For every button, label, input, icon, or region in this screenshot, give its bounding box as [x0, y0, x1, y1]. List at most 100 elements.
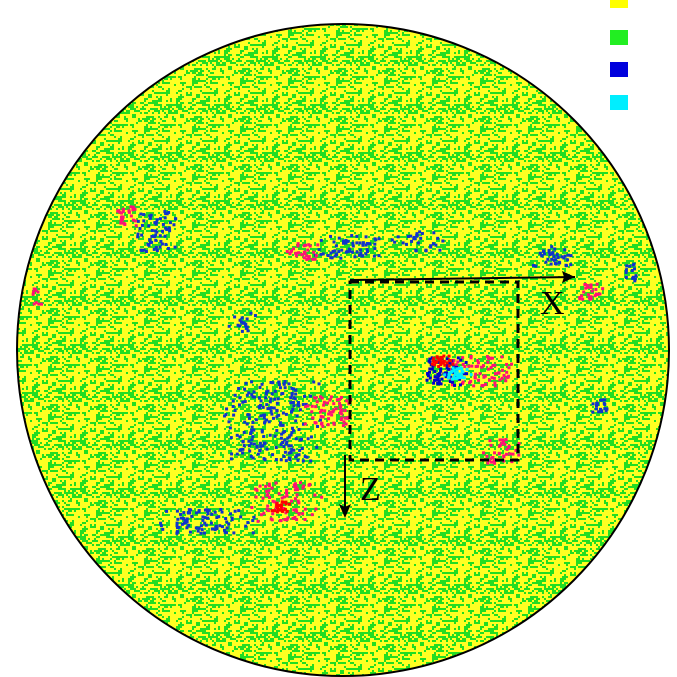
patch-pixel	[488, 379, 491, 382]
patch-pixel	[374, 238, 377, 241]
patch-pixel	[135, 224, 138, 227]
patch-pixel	[486, 361, 489, 364]
patch-pixel	[566, 258, 569, 261]
patch-pixel	[280, 433, 283, 436]
patch-pixel	[431, 363, 434, 366]
patch-pixel	[251, 435, 254, 438]
patch-pixel	[225, 407, 228, 410]
patch-pixel	[318, 248, 321, 251]
patch-pixel	[245, 327, 248, 330]
patch-pixel	[267, 509, 270, 512]
patch-pixel	[236, 434, 239, 437]
patch-pixel	[234, 394, 237, 397]
patch-pixel	[410, 240, 413, 243]
patch-pixel	[261, 383, 264, 386]
patch-pixel	[320, 253, 323, 256]
legend-swatch	[610, 30, 628, 45]
patch-pixel	[257, 520, 260, 523]
patch-pixel	[320, 496, 323, 499]
patch-pixel	[309, 459, 312, 462]
patch-pixel	[419, 237, 422, 240]
patch-pixel	[304, 518, 307, 521]
patch-pixel	[558, 261, 561, 264]
patch-pixel	[540, 254, 543, 257]
patch-pixel	[219, 508, 222, 511]
patch-pixel	[458, 367, 461, 370]
patch-pixel	[551, 251, 554, 254]
patch-pixel	[282, 412, 285, 415]
patch-pixel	[304, 508, 307, 511]
patch-pixel	[311, 513, 314, 516]
patch-pixel	[302, 459, 305, 462]
patch-pixel	[338, 398, 341, 401]
patch-pixel	[494, 372, 497, 375]
patch-pixel	[241, 316, 244, 319]
patch-pixel	[494, 384, 497, 387]
patch-pixel	[359, 241, 362, 244]
patch-pixel	[155, 221, 158, 224]
patch-pixel	[345, 251, 348, 254]
patch-pixel	[195, 511, 198, 514]
patch-pixel	[373, 243, 376, 246]
patch-pixel	[267, 390, 270, 393]
patch-pixel	[255, 496, 258, 499]
patch-pixel	[591, 411, 594, 414]
patch-pixel	[221, 511, 224, 514]
patch-pixel	[290, 249, 293, 252]
patch-pixel	[546, 258, 549, 261]
patch-pixel	[210, 522, 213, 525]
patch-pixel	[232, 405, 235, 408]
patch-pixel	[330, 395, 333, 398]
patch-pixel	[351, 242, 354, 245]
patch-pixel	[201, 515, 204, 518]
patch-pixel	[461, 356, 464, 359]
patch-pixel	[472, 384, 475, 387]
patch-pixel	[507, 366, 510, 369]
patch-pixel	[275, 446, 278, 449]
patch-pixel	[265, 418, 268, 421]
patch-pixel	[292, 404, 295, 407]
patch-pixel	[416, 234, 419, 237]
patch-pixel	[429, 246, 432, 249]
patch-pixel	[273, 406, 276, 409]
patch-pixel	[286, 250, 289, 253]
patch-pixel	[164, 216, 167, 219]
patch-pixel	[248, 444, 251, 447]
patch-pixel	[271, 392, 274, 395]
patch-pixel	[562, 257, 565, 260]
patch-pixel	[290, 500, 293, 503]
patch-pixel	[266, 448, 269, 451]
patch-pixel	[273, 398, 276, 401]
patch-pixel	[295, 252, 298, 255]
patch-pixel	[165, 510, 168, 513]
patch-pixel	[284, 508, 287, 511]
patch-pixel	[322, 404, 325, 407]
patch-pixel	[294, 393, 297, 396]
patch-pixel	[251, 421, 254, 424]
patch-pixel	[405, 243, 408, 246]
patch-pixel	[271, 487, 274, 490]
patch-pixel	[186, 520, 189, 523]
patch-pixel	[307, 257, 310, 260]
patch-pixel	[258, 405, 261, 408]
patch-pixel	[33, 288, 36, 291]
patch-pixel	[501, 438, 504, 441]
patch-pixel	[252, 457, 255, 460]
patch-pixel	[320, 239, 323, 242]
patch-pixel	[488, 439, 491, 442]
patch-pixel	[498, 378, 501, 381]
patch-pixel	[432, 382, 435, 385]
patch-pixel	[276, 402, 279, 405]
patch-pixel	[266, 407, 269, 410]
patch-pixel	[264, 485, 267, 488]
patch-pixel	[436, 355, 439, 358]
patch-pixel	[340, 249, 343, 252]
patch-pixel	[259, 442, 262, 445]
patch-pixel	[366, 242, 369, 245]
patch-pixel	[301, 447, 304, 450]
patch-pixel	[175, 532, 178, 535]
patch-pixel	[294, 388, 297, 391]
patch-pixel	[247, 440, 250, 443]
patch-pixel	[140, 234, 143, 237]
patch-pixel	[263, 457, 266, 460]
